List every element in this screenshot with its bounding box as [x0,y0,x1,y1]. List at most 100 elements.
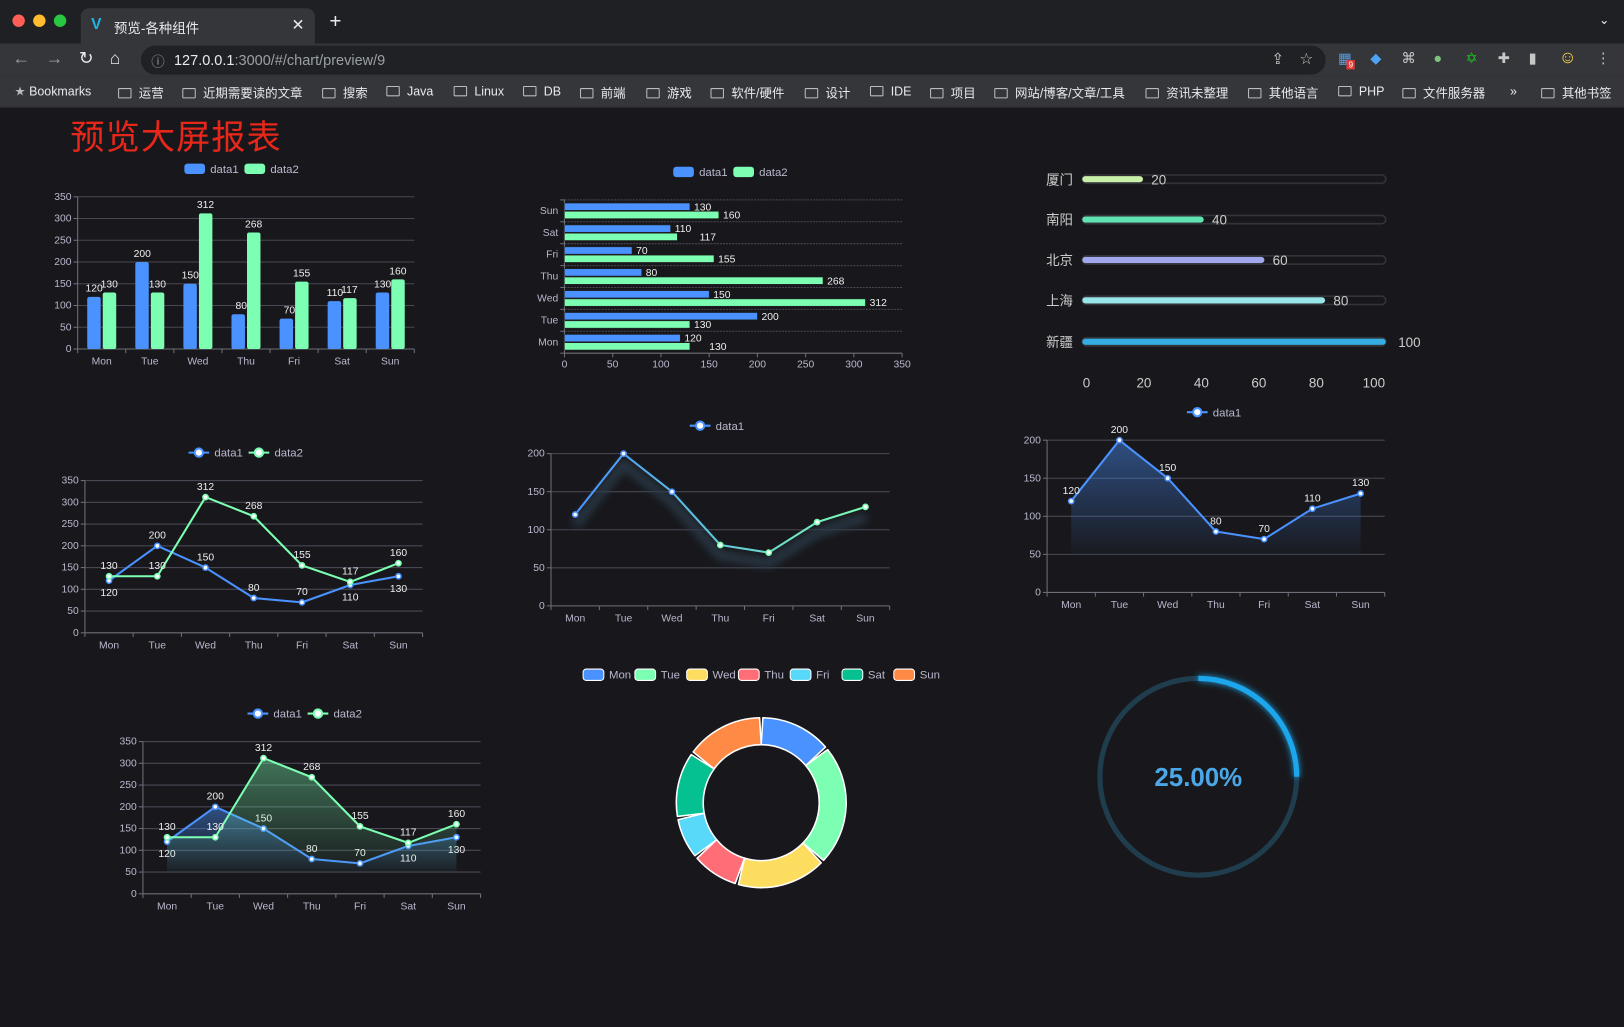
bookmark-folder[interactable]: 游戏 [646,84,692,102]
bookmark-folder[interactable]: Linux [453,83,505,99]
browser-tab-active[interactable]: V 预览-各种组件 ✕ [80,8,315,44]
bookmark-folder[interactable]: 设计 [804,84,850,102]
data-label: 160 [390,548,408,559]
data-point [765,549,773,556]
bookmarks-menu[interactable]: ★ Bookmarks [14,84,91,98]
bar-data1 [564,268,642,277]
horizontal-bar-chart: data1 data2 0 50 100 150 200 250 300 350 Mon 120 130… [537,166,911,371]
line-chart-6: data1 data2 0 50 100 150 200 250 300 350 Mon Tue Wed… [119,708,482,912]
tab-search-chevron-icon[interactable]: ⌄ [1599,12,1610,27]
x-tick-label: Fri [296,640,308,651]
y-tick-label: Mon [538,337,558,348]
data-label: 312 [870,298,888,309]
bar-data2 [564,342,691,351]
folder-icon [1541,88,1555,99]
url-host: 127.0.0.1 [173,51,235,69]
bookmark-folder[interactable]: 近期需要读的文章 [182,84,302,102]
bookmark-folder[interactable]: 软件/硬件 [710,84,784,102]
bookmark-folder[interactable]: 项目 [930,84,976,102]
bookmark-folder[interactable]: 其他语言 [1248,84,1318,102]
bar-data2 [564,298,866,307]
legend-label: data2 [333,709,361,721]
bookmark-folder[interactable]: DB [523,84,561,98]
folder-icon [386,85,400,97]
category-label: 南阳 [1046,213,1073,228]
bookmark-folder[interactable]: Java [386,84,433,98]
profile-avatar[interactable]: ☺ [1558,47,1577,68]
x-tick-label: Thu [237,357,255,368]
data-point [571,511,579,518]
other-bookmarks-folder[interactable]: 其他书签 [1541,84,1612,102]
bookmark-folder[interactable]: 网站/博客/文章/工具 [994,84,1125,102]
close-window-button[interactable] [12,14,25,27]
diamond-extension-icon[interactable]: ◆ [1370,49,1382,67]
bookmark-folder[interactable]: 文件服务器 [1402,84,1485,102]
folder-icon [710,88,724,99]
donut-chart: Mon Tue Wed Thu Fri Sat Sun [582,668,940,889]
green-dot-extension-icon[interactable]: ● [1433,49,1443,67]
close-tab-icon[interactable]: ✕ [291,16,305,35]
site-info-icon[interactable]: ⓘ [151,53,165,70]
bookmark-label: Linux [474,83,505,99]
extension-grid-icon[interactable]: ▦ 9 [1338,50,1356,70]
legend-swatch [244,163,266,174]
y-tick-label: Thu [540,272,558,283]
bookmark-folder[interactable]: 前端 [579,84,626,102]
reload-icon[interactable]: ↻ [78,48,94,69]
data-label: 130 [149,561,167,572]
extensions-puzzle-icon[interactable]: ✚ [1497,49,1510,67]
home-icon[interactable]: ⌂ [109,48,121,69]
bookmark-folder[interactable]: 运营 [118,84,164,102]
data-point [202,493,209,501]
data-label: 150 [1159,463,1177,474]
y-tick-label: 150 [1024,473,1042,484]
y-tick-label: 50 [60,322,72,333]
data-label: 155 [718,254,736,265]
bookmark-folder[interactable]: PHP [1338,84,1384,98]
data-label: 200 [149,531,167,542]
address-bar[interactable]: ⓘ 127.0.0.1:3000/#/chart/preview/9 ⇪ ☆ [140,45,1326,75]
bookmark-folder[interactable]: 搜索 [322,84,368,102]
minimize-window-button[interactable] [33,14,46,27]
x-tick-label: Mon [92,357,112,368]
data-point [260,754,267,762]
donut-slice-mon [760,716,827,767]
bookmarks-bar: ★ Bookmarks 运营 近期需要读的文章 搜索 Java Linux DB 前端 游戏 软件… [0,76,1624,108]
bookmarks-overflow-button[interactable]: » [1510,83,1517,99]
value-label: 100 [1398,335,1420,350]
bookmark-folder[interactable]: 资讯未整理 [1145,84,1228,102]
bookmark-star-icon[interactable]: ☆ [1299,50,1314,69]
y-tick-label: 300 [61,497,79,508]
forward-icon[interactable]: → [45,48,64,69]
data-label: 110 [675,224,692,235]
data-label: 130 [694,202,712,213]
maximize-window-button[interactable] [53,14,67,27]
x-tick-label: 20 [1136,375,1151,390]
bookmark-folder[interactable]: IDE [869,84,911,98]
side-panel-icon[interactable]: ▮ [1528,49,1537,67]
menu-kebab-icon[interactable]: ⋮ [1596,49,1611,67]
legend-label: Sun [920,669,940,681]
new-tab-button[interactable]: + [329,10,342,34]
bar-data2 [247,232,261,350]
data-label: 110 [1304,493,1321,504]
data-label: 70 [1258,524,1270,535]
tab-bar: V 预览-各种组件 ✕ + ⌄ [0,0,1624,44]
back-icon[interactable]: ← [12,48,31,69]
value-label: 80 [1333,294,1348,309]
star-extension-icon[interactable]: ✡ [1465,49,1478,67]
y-tick-label: 0 [73,628,79,639]
data-label: 130 [1352,478,1370,489]
bar-data2 [564,276,824,285]
data-point [163,833,171,841]
x-tick-label: Mon [157,901,177,912]
command-extension-icon[interactable]: ⌘ [1401,49,1416,67]
data-label: 160 [448,809,466,820]
legend-label: Mon [609,669,631,681]
share-icon[interactable]: ⇪ [1271,50,1285,69]
line-chart-5: data1 0 50 100 150 200 Mon Tue Wed Thu Fri Sat Sun 12… [1024,407,1386,611]
x-tick-label: Mon [1061,600,1081,611]
y-tick-label: 200 [528,449,546,460]
data-label: 120 [100,588,118,599]
data-label: 160 [723,211,741,222]
